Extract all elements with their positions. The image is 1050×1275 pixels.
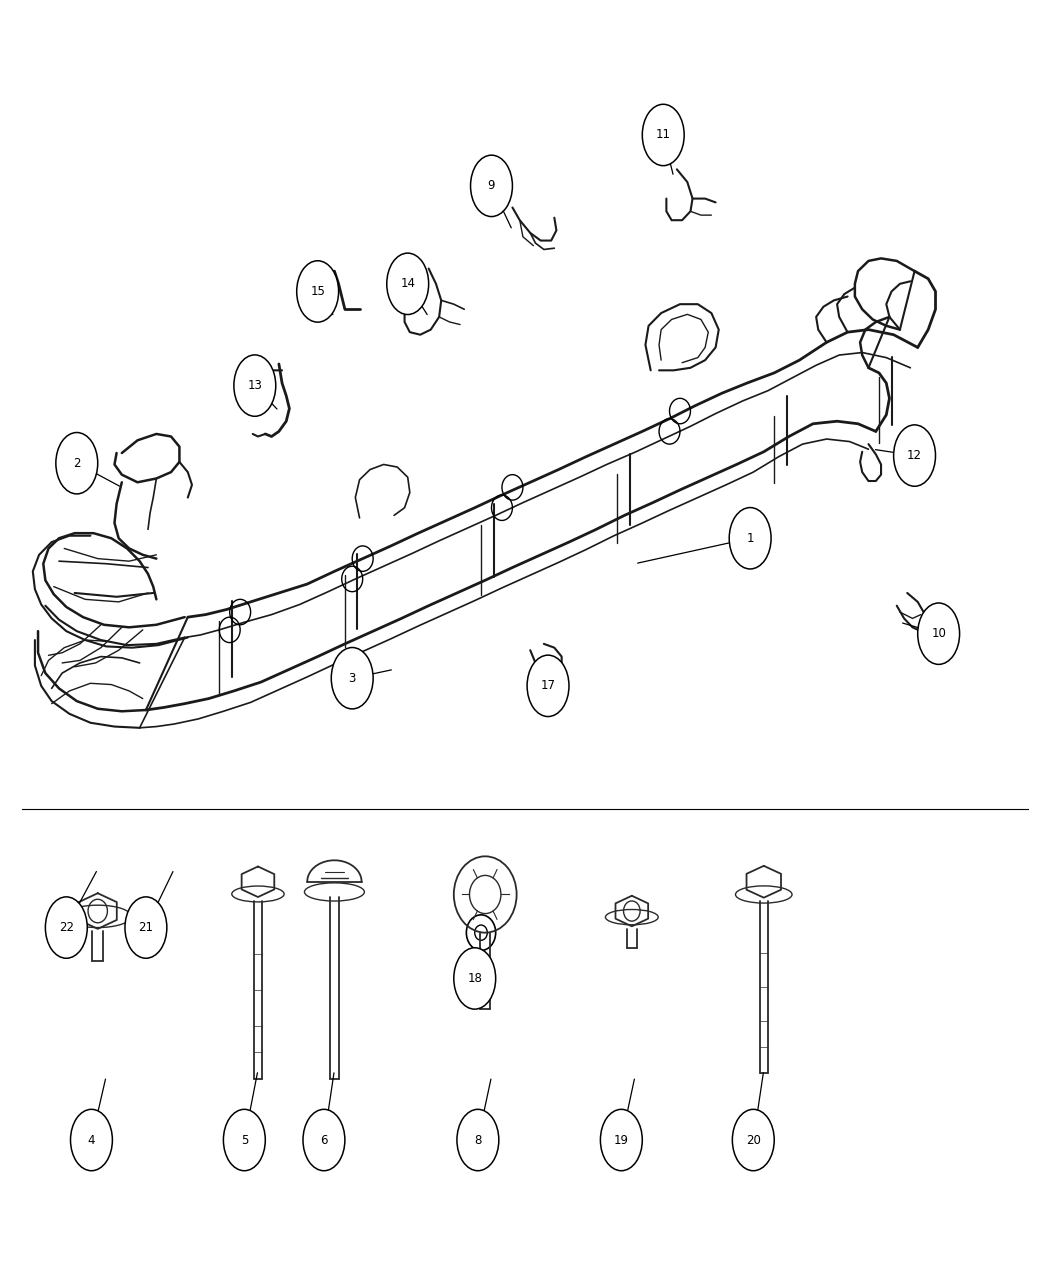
Text: 3: 3: [349, 672, 356, 685]
Ellipse shape: [386, 254, 428, 315]
Ellipse shape: [56, 432, 98, 493]
Text: 1: 1: [747, 532, 754, 544]
Text: 13: 13: [248, 379, 262, 393]
Ellipse shape: [643, 105, 685, 166]
Text: 19: 19: [614, 1133, 629, 1146]
Ellipse shape: [457, 1109, 499, 1170]
Ellipse shape: [331, 648, 373, 709]
Ellipse shape: [601, 1109, 643, 1170]
Text: 18: 18: [467, 972, 482, 986]
Text: 4: 4: [88, 1133, 96, 1146]
Text: 2: 2: [74, 456, 81, 469]
Ellipse shape: [234, 354, 276, 417]
Text: 9: 9: [488, 180, 496, 193]
Ellipse shape: [454, 947, 496, 1009]
Text: 5: 5: [240, 1133, 248, 1146]
Text: 8: 8: [475, 1133, 482, 1146]
Text: 6: 6: [320, 1133, 328, 1146]
Ellipse shape: [729, 507, 771, 569]
Ellipse shape: [894, 425, 936, 486]
Text: 17: 17: [541, 680, 555, 692]
Ellipse shape: [297, 261, 338, 323]
Ellipse shape: [45, 896, 87, 959]
Text: 12: 12: [907, 449, 922, 462]
Text: 10: 10: [931, 627, 946, 640]
Ellipse shape: [70, 1109, 112, 1170]
Ellipse shape: [918, 603, 960, 664]
Text: 20: 20: [746, 1133, 761, 1146]
Text: 15: 15: [310, 284, 326, 298]
Ellipse shape: [125, 896, 167, 959]
Text: 22: 22: [59, 921, 74, 935]
Text: 11: 11: [656, 129, 671, 142]
Ellipse shape: [527, 655, 569, 717]
Text: 14: 14: [400, 278, 415, 291]
Ellipse shape: [303, 1109, 344, 1170]
Ellipse shape: [224, 1109, 266, 1170]
Text: 21: 21: [139, 921, 153, 935]
Ellipse shape: [732, 1109, 774, 1170]
Ellipse shape: [470, 156, 512, 217]
